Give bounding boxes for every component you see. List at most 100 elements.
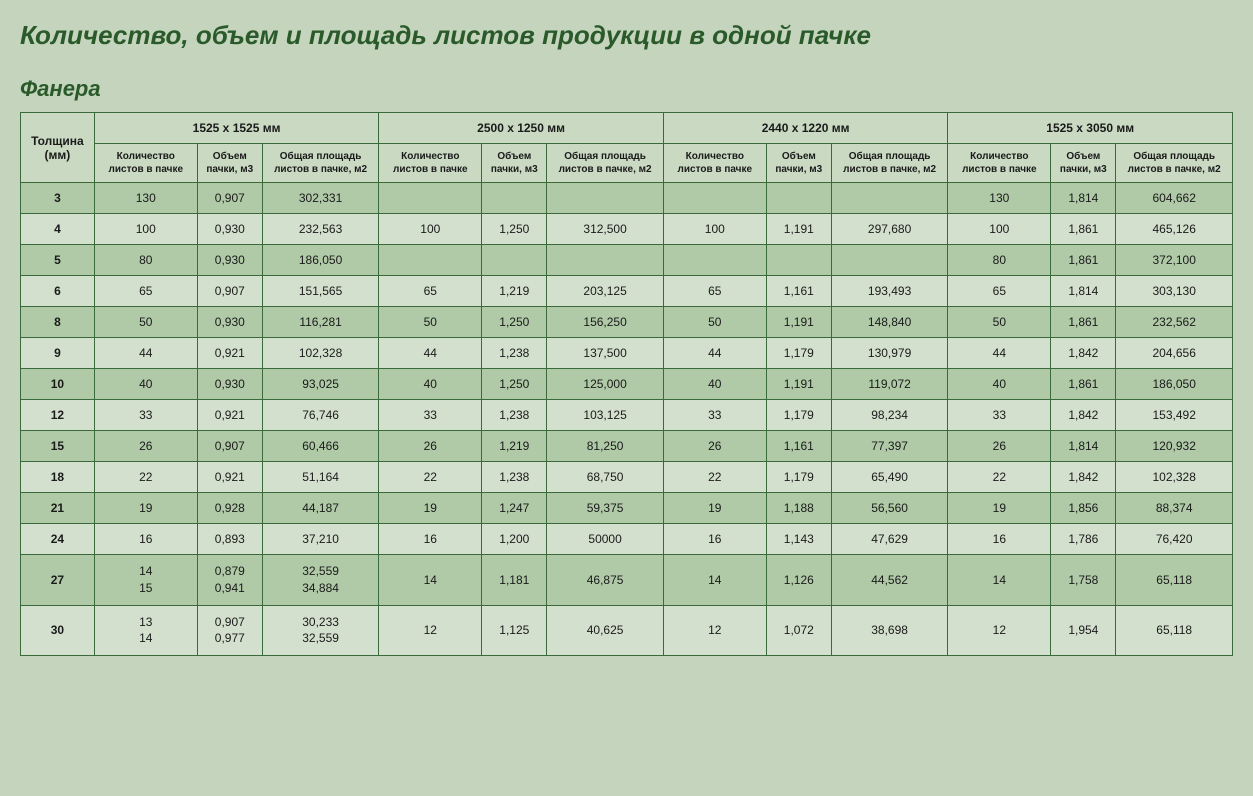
data-cell xyxy=(379,183,482,214)
data-cell: 0,8790,941 xyxy=(197,555,262,606)
data-cell xyxy=(831,245,948,276)
thickness-cell: 3 xyxy=(21,183,95,214)
data-cell: 26 xyxy=(663,431,766,462)
thickness-cell: 6 xyxy=(21,276,95,307)
data-cell: 33 xyxy=(379,400,482,431)
sub-header: Количество листов в пачке xyxy=(94,144,197,183)
sub-header: Общая площадь листов в пачке, м2 xyxy=(1116,144,1233,183)
table-row: 15260,90760,466261,21981,250261,16177,39… xyxy=(21,431,1233,462)
table-body: 31300,907302,3311301,814604,66241000,930… xyxy=(21,183,1233,656)
data-cell: 12 xyxy=(379,605,482,656)
page-title: Количество, объем и площадь листов проду… xyxy=(20,20,1233,51)
data-cell: 137,500 xyxy=(547,338,664,369)
data-cell: 1,814 xyxy=(1051,276,1116,307)
data-cell: 77,397 xyxy=(831,431,948,462)
data-cell: 1,125 xyxy=(482,605,547,656)
data-cell: 1,758 xyxy=(1051,555,1116,606)
data-cell: 37,210 xyxy=(262,524,379,555)
data-cell: 465,126 xyxy=(1116,214,1233,245)
data-cell: 148,840 xyxy=(831,307,948,338)
data-cell: 14 xyxy=(948,555,1051,606)
data-cell xyxy=(379,245,482,276)
data-cell: 59,375 xyxy=(547,493,664,524)
data-cell: 120,932 xyxy=(1116,431,1233,462)
data-cell: 40 xyxy=(663,369,766,400)
data-cell: 30,23332,559 xyxy=(262,605,379,656)
sub-header: Объем пачки, м3 xyxy=(766,144,831,183)
data-cell: 0,930 xyxy=(197,214,262,245)
data-cell: 0,921 xyxy=(197,338,262,369)
data-cell: 38,698 xyxy=(831,605,948,656)
size-header-0: 1525 x 1525 мм xyxy=(94,113,379,144)
data-cell: 44,562 xyxy=(831,555,948,606)
data-cell: 1,191 xyxy=(766,369,831,400)
data-cell: 26 xyxy=(379,431,482,462)
data-cell: 0,921 xyxy=(197,400,262,431)
table-row: 5800,930186,050801,861372,100 xyxy=(21,245,1233,276)
size-header-3: 1525 x 3050 мм xyxy=(948,113,1233,144)
data-cell: 50000 xyxy=(547,524,664,555)
data-cell: 81,250 xyxy=(547,431,664,462)
data-cell xyxy=(547,245,664,276)
data-cell: 1,143 xyxy=(766,524,831,555)
data-cell: 0,921 xyxy=(197,462,262,493)
data-cell: 44,187 xyxy=(262,493,379,524)
data-cell: 1,179 xyxy=(766,462,831,493)
table-row: 9440,921102,328441,238137,500441,179130,… xyxy=(21,338,1233,369)
data-cell: 130,979 xyxy=(831,338,948,369)
data-cell: 19 xyxy=(948,493,1051,524)
data-cell: 0,907 xyxy=(197,431,262,462)
data-cell: 16 xyxy=(663,524,766,555)
data-cell: 1415 xyxy=(94,555,197,606)
page-subtitle: Фанера xyxy=(20,76,1233,102)
data-cell: 47,629 xyxy=(831,524,948,555)
data-cell: 1,238 xyxy=(482,462,547,493)
data-cell: 1,856 xyxy=(1051,493,1116,524)
data-cell: 312,500 xyxy=(547,214,664,245)
size-header-2: 2440 x 1220 мм xyxy=(663,113,948,144)
data-cell: 1,161 xyxy=(766,276,831,307)
data-cell: 1,861 xyxy=(1051,369,1116,400)
sub-header: Объем пачки, м3 xyxy=(1051,144,1116,183)
data-cell: 0,893 xyxy=(197,524,262,555)
sub-header: Объем пачки, м3 xyxy=(197,144,262,183)
data-cell: 56,560 xyxy=(831,493,948,524)
data-cell: 0,930 xyxy=(197,307,262,338)
data-cell: 65 xyxy=(379,276,482,307)
thickness-cell: 10 xyxy=(21,369,95,400)
data-cell: 1,179 xyxy=(766,400,831,431)
data-cell: 1,161 xyxy=(766,431,831,462)
data-cell: 44 xyxy=(948,338,1051,369)
data-cell: 50 xyxy=(94,307,197,338)
data-cell: 1,191 xyxy=(766,214,831,245)
data-cell: 19 xyxy=(663,493,766,524)
data-cell: 372,100 xyxy=(1116,245,1233,276)
data-cell: 46,875 xyxy=(547,555,664,606)
data-cell xyxy=(482,183,547,214)
data-cell: 1,179 xyxy=(766,338,831,369)
data-cell: 151,565 xyxy=(262,276,379,307)
thickness-cell: 9 xyxy=(21,338,95,369)
data-cell: 68,750 xyxy=(547,462,664,493)
thickness-cell: 5 xyxy=(21,245,95,276)
data-cell: 88,374 xyxy=(1116,493,1233,524)
data-cell: 40 xyxy=(948,369,1051,400)
data-cell xyxy=(663,245,766,276)
data-cell: 1,250 xyxy=(482,214,547,245)
thickness-cell: 21 xyxy=(21,493,95,524)
data-cell: 1,238 xyxy=(482,400,547,431)
thickness-cell: 18 xyxy=(21,462,95,493)
data-cell: 80 xyxy=(94,245,197,276)
data-cell: 51,164 xyxy=(262,462,379,493)
data-cell: 0,930 xyxy=(197,245,262,276)
data-cell: 12 xyxy=(663,605,766,656)
sub-header-row: Количество листов в пачкеОбъем пачки, м3… xyxy=(21,144,1233,183)
data-cell: 65,118 xyxy=(1116,555,1233,606)
data-cell: 125,000 xyxy=(547,369,664,400)
data-cell: 40 xyxy=(94,369,197,400)
data-cell: 65 xyxy=(948,276,1051,307)
data-cell: 16 xyxy=(948,524,1051,555)
data-cell: 1,814 xyxy=(1051,183,1116,214)
data-cell: 186,050 xyxy=(1116,369,1233,400)
data-cell: 1,191 xyxy=(766,307,831,338)
